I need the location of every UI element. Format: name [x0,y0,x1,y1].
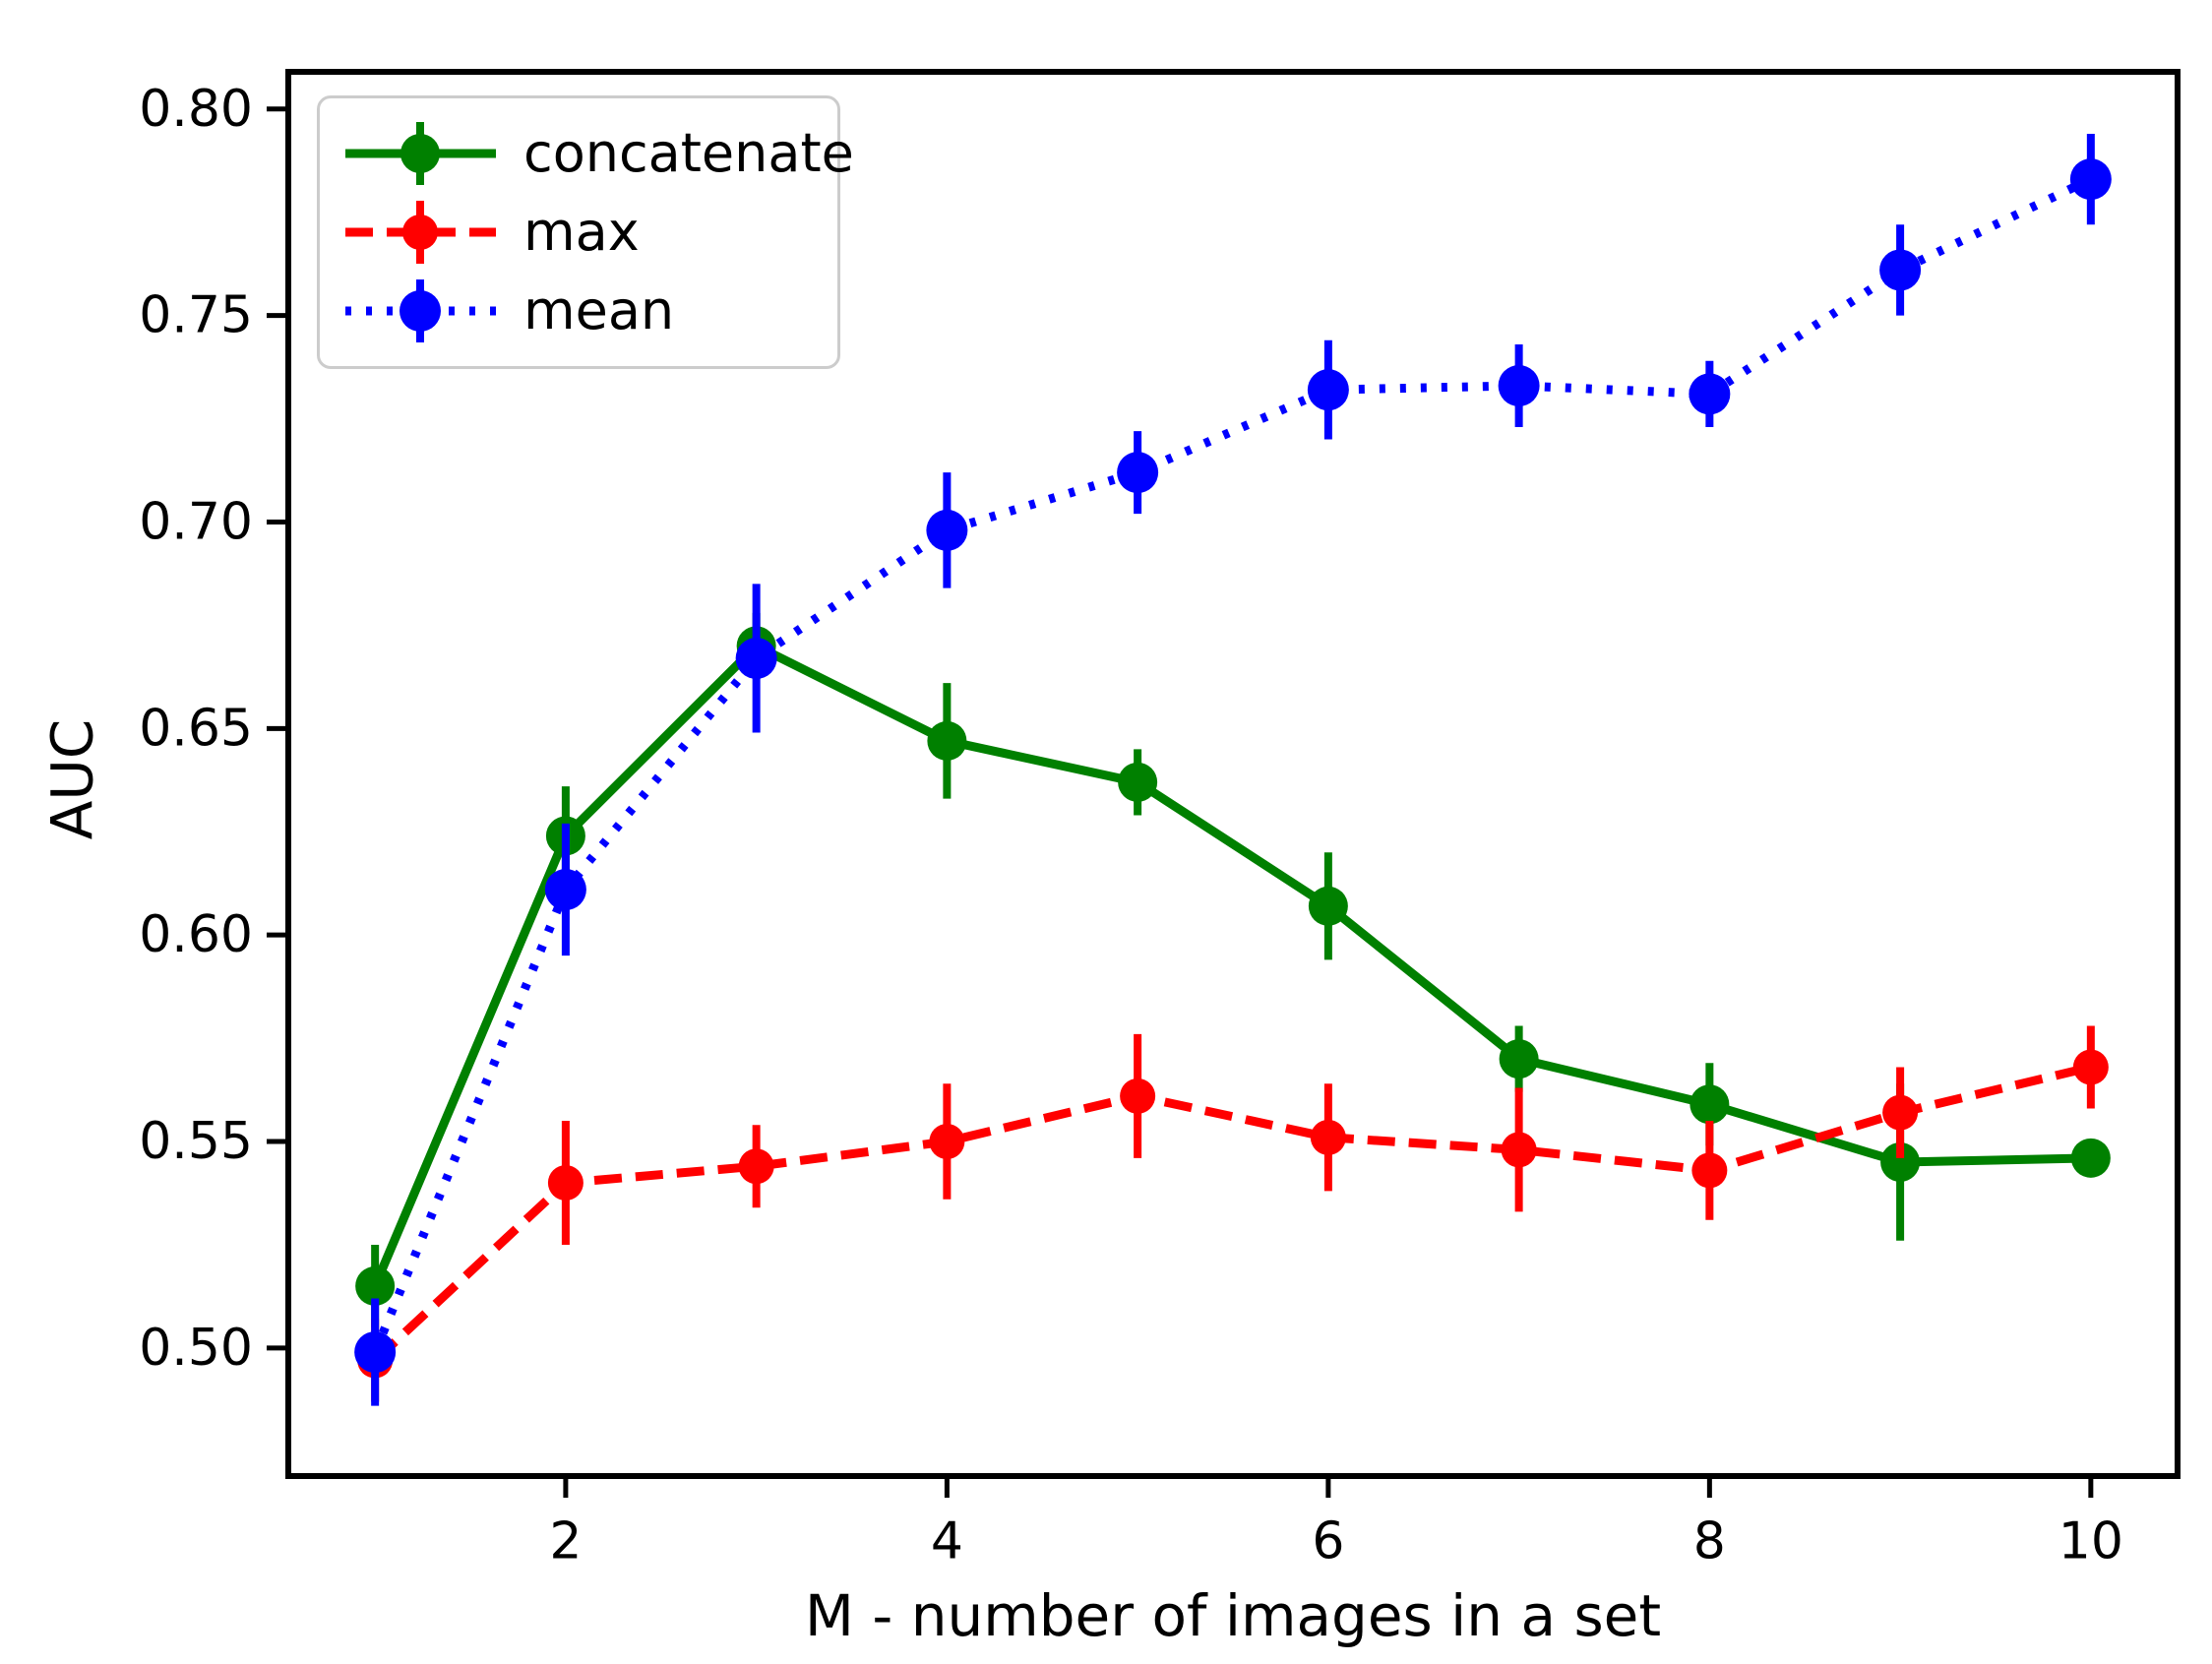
plot-frame [285,69,2181,1479]
x-tick-label: 10 [2058,1512,2123,1572]
legend-sample-mean [345,279,496,342]
legend-label-concatenate: concatenate [523,122,854,184]
series-line-max [372,1063,2092,1364]
y-tick-label: 0.80 [139,80,253,139]
legend: concatenate max mean [317,95,854,369]
x-tick-label: 4 [931,1512,963,1572]
marker-mean [1117,452,1159,494]
x-axis-label: M - number of images in a set [804,1582,1662,1649]
y-tick-label: 0.65 [139,699,253,758]
marker-mean [1879,249,1922,291]
legend-marker-concatenate [400,134,440,173]
marker-mean [1498,364,1540,406]
marker-mean [2069,158,2112,201]
marker-max [547,1165,584,1202]
marker-max [1501,1132,1537,1168]
x-tick-label: 2 [549,1512,582,1572]
legend-label-max: max [523,201,640,263]
legend-label-mean: mean [523,279,675,341]
y-tick-label: 0.75 [139,286,253,345]
marker-concatenate [2070,1138,2111,1178]
legend-item-mean: mean [339,274,814,348]
y-tick-label: 0.60 [139,905,253,964]
marker-concatenate [355,1265,396,1306]
y-axis-label: AUC [38,718,106,840]
marker-concatenate [1308,886,1348,926]
marker-mean [735,637,777,679]
y-tick-label: 0.50 [139,1319,253,1378]
marker-max [929,1124,965,1160]
legend-item-max: max [339,195,814,270]
marker-max [1691,1152,1728,1189]
legend-item-concatenate: concatenate [339,116,854,191]
x-tick-label: 6 [1312,1512,1344,1572]
legend-sample-concatenate [345,122,496,185]
x-tick-label: 8 [1693,1512,1726,1572]
marker-mean [1307,369,1349,411]
marker-max [1882,1094,1919,1131]
series-line-concatenate [371,640,2091,1288]
marker-max [2072,1049,2109,1085]
legend-marker-mean [399,290,441,332]
y-tick-label: 0.70 [139,492,253,551]
marker-concatenate [1499,1039,1539,1079]
marker-max [738,1148,774,1185]
marker-mean [1689,373,1731,415]
marker-concatenate [1118,762,1158,802]
legend-sample-max [345,201,496,264]
y-tick-label: 0.55 [139,1112,253,1171]
marker-concatenate [1880,1142,1921,1183]
marker-concatenate [1690,1084,1730,1125]
legend-marker-max [402,215,438,250]
marker-max [1120,1078,1156,1114]
marker-concatenate [927,720,967,761]
marker-max [1310,1119,1346,1155]
marker-mean [544,869,586,911]
marker-mean [926,509,968,551]
marker-mean [354,1331,397,1374]
